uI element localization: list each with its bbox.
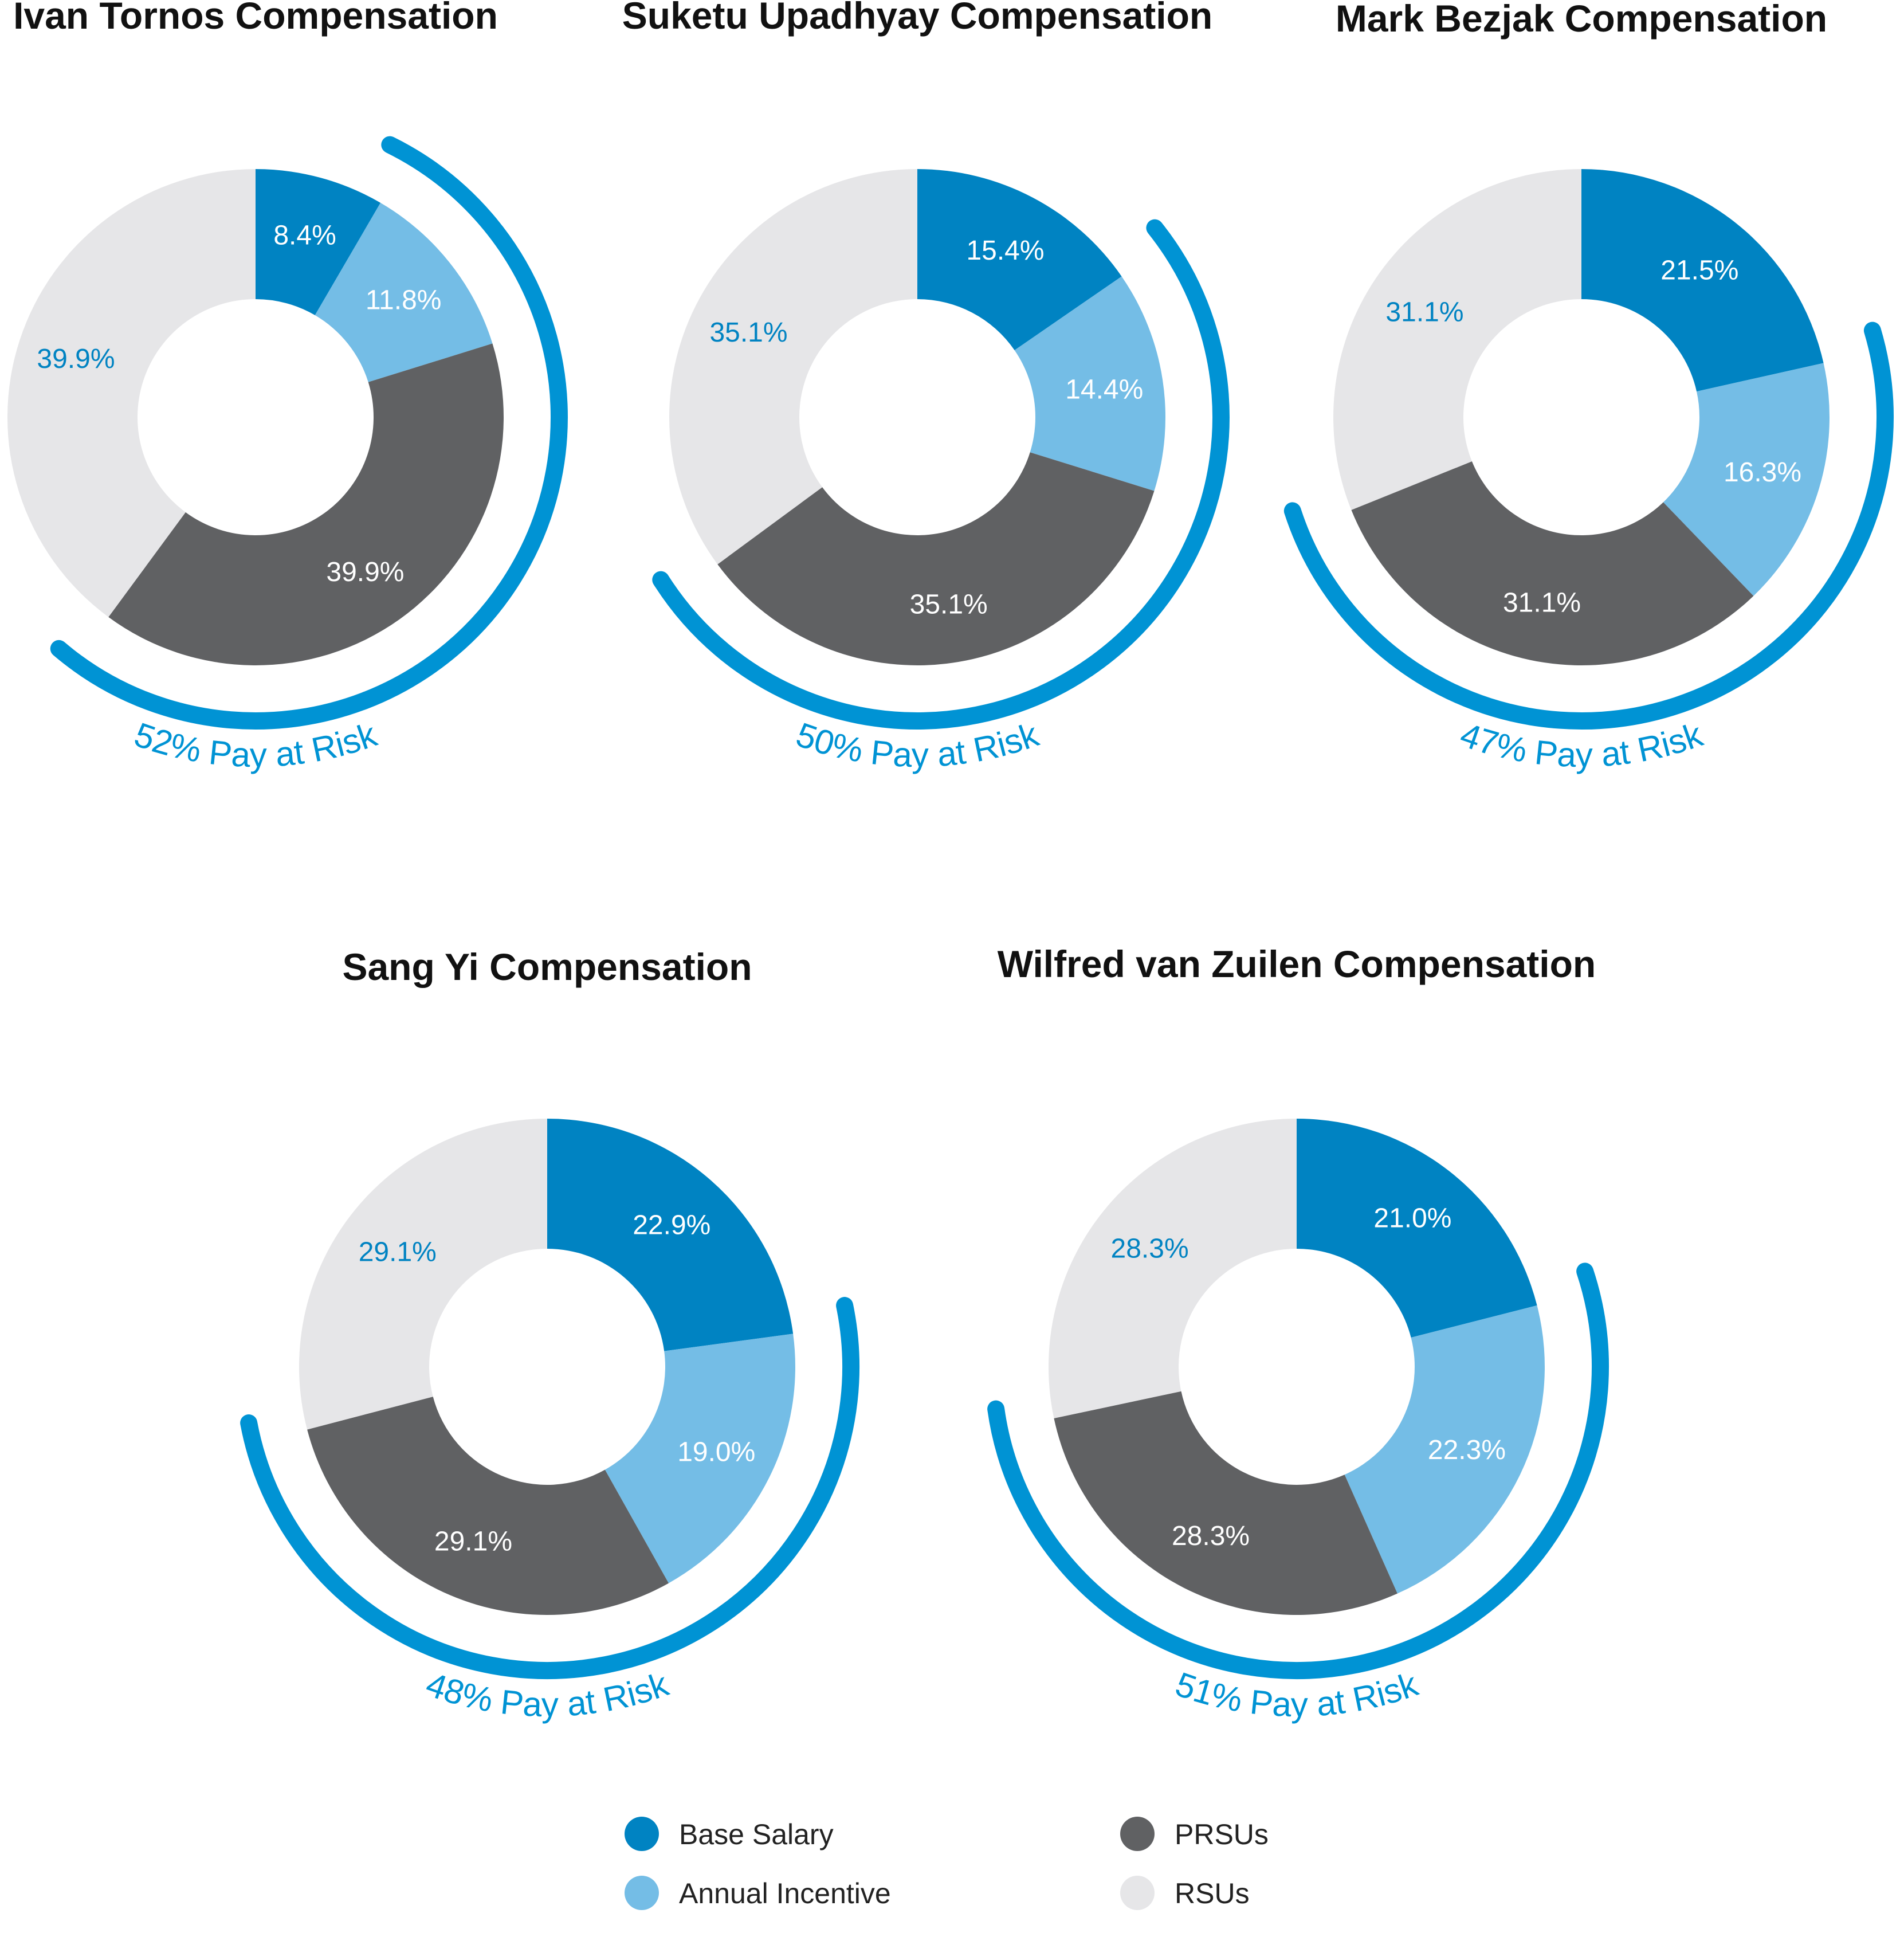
- chart-2: Suketu Upadhyay Compensation 15.4% 14.4% 35…: [622, 0, 1230, 774]
- slice-base-salary: [256, 169, 381, 316]
- slice-rsus: [7, 168, 256, 617]
- slice-base-salary: [1581, 169, 1824, 392]
- pay-at-risk-arc: [987, 1262, 1609, 1679]
- slice-base-salary: [1297, 1119, 1537, 1338]
- pay-at-risk-arc: [240, 1297, 859, 1679]
- chart-4: Sang Yi Compensation 22.9% 19.0% 29.1% 29.1%…: [240, 946, 859, 1724]
- chart-5: Wilfred van Zuilen Compensation 21.0% 22.3…: [987, 943, 1609, 1724]
- data-label-base-salary: 21.5%: [1660, 255, 1738, 285]
- chart-1: Ivan Tornos Compensation 8.4% 11.8% 39.9% 39…: [7, 0, 568, 774]
- slice-base-salary: [547, 1119, 794, 1351]
- legend-label-annual-incentive: Annual Incentive: [679, 1877, 891, 1910]
- pay-at-risk-arc: [1283, 321, 1894, 730]
- data-label-annual-incentive: 14.4%: [1065, 374, 1143, 405]
- slice-rsus: [1333, 169, 1581, 510]
- data-label-base-salary: 8.4%: [273, 220, 336, 250]
- slice-prsus: [108, 343, 504, 666]
- slice-rsus: [669, 168, 917, 564]
- data-label-rsus: 31.1%: [1385, 297, 1463, 327]
- slice-prsus: [307, 1397, 669, 1615]
- chart-title: Mark Bezjak Compensation: [1336, 0, 1827, 40]
- slice-annual-incentive: [1663, 363, 1830, 596]
- legend-swatch-prsus: [1120, 1817, 1155, 1851]
- legend-swatch-rsus: [1120, 1876, 1155, 1910]
- data-label-prsus: 39.9%: [326, 557, 404, 587]
- chart-3: Mark Bezjak Compensation 21.5% 16.3% 31.1% 3…: [1283, 0, 1894, 774]
- slice-rsus: [1049, 1118, 1297, 1418]
- slice-rsus: [299, 1119, 547, 1430]
- legend-label-base-salary: Base Salary: [679, 1818, 834, 1850]
- pay-at-risk-arc: [50, 136, 568, 730]
- data-label-base-salary: 22.9%: [633, 1210, 710, 1241]
- slice-base-salary: [917, 169, 1122, 351]
- chart-title: Sang Yi Compensation: [342, 946, 752, 988]
- legend-label-prsus: PRSUs: [1175, 1818, 1269, 1850]
- slice-prsus: [1054, 1391, 1397, 1615]
- slice-annual-incentive: [1014, 276, 1165, 491]
- slice-prsus: [1351, 461, 1754, 665]
- pay-at-risk-arc: [652, 219, 1230, 730]
- data-label-annual-incentive: 11.8%: [366, 285, 442, 315]
- legend-label-rsus: RSUs: [1175, 1877, 1250, 1910]
- chart-title: Wilfred van Zuilen Compensation: [998, 943, 1596, 985]
- chart-title: Ivan Tornos Compensation: [13, 0, 498, 37]
- data-label-prsus: 31.1%: [1503, 588, 1581, 618]
- legend: Base Salary Annual Incentive PRSUs RSUs: [625, 1817, 1269, 1910]
- legend-swatch-base-salary: [625, 1817, 659, 1851]
- data-label-rsus: 29.1%: [359, 1237, 437, 1267]
- data-label-annual-incentive: 22.3%: [1428, 1435, 1506, 1465]
- slice-prsus: [717, 452, 1155, 666]
- data-label-prsus: 28.3%: [1172, 1521, 1250, 1551]
- data-label-rsus: 28.3%: [1111, 1233, 1189, 1264]
- slice-annual-incentive: [315, 202, 493, 382]
- data-label-prsus: 35.1%: [910, 589, 988, 619]
- data-label-annual-incentive: 16.3%: [1724, 457, 1801, 488]
- data-label-base-salary: 21.0%: [1373, 1203, 1451, 1233]
- legend-swatch-annual-incentive: [625, 1876, 659, 1910]
- data-label-rsus: 35.1%: [709, 317, 787, 348]
- data-label-base-salary: 15.4%: [966, 236, 1044, 266]
- slice-annual-incentive: [1344, 1305, 1545, 1594]
- chart-title: Suketu Upadhyay Compensation: [622, 0, 1213, 37]
- data-label-prsus: 29.1%: [434, 1527, 512, 1557]
- data-label-annual-incentive: 19.0%: [677, 1437, 755, 1467]
- slice-annual-incentive: [604, 1334, 796, 1583]
- data-label-rsus: 39.9%: [37, 344, 115, 374]
